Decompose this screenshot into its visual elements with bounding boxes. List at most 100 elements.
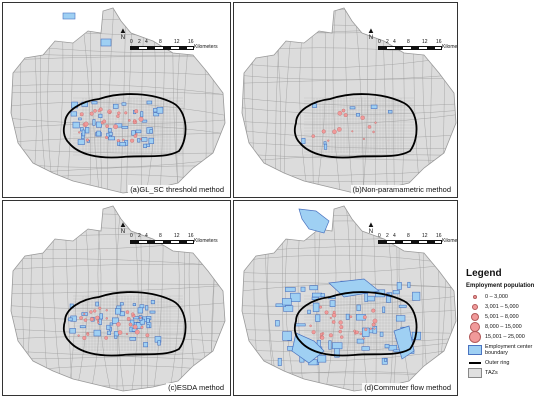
employment-dot <box>372 318 378 324</box>
employment-dot <box>320 335 325 340</box>
north-arrow: ▲ N <box>367 220 375 236</box>
map-a <box>10 7 226 194</box>
employment-dot <box>97 321 100 324</box>
north-arrow-icon: ▲ <box>119 26 127 35</box>
legend-subtitle: Employment population <box>466 283 535 289</box>
dot-icon <box>469 331 481 343</box>
employment-center-patch <box>143 143 147 148</box>
employment-dot <box>83 312 86 315</box>
employment-center-patch <box>139 318 145 325</box>
employment-dots <box>77 306 150 340</box>
employment-center-patch <box>329 300 336 307</box>
employment-dot <box>332 129 337 134</box>
employment-dot <box>355 330 359 335</box>
employment-dot <box>133 119 137 123</box>
employment-center-patch <box>139 304 145 309</box>
employment-dot <box>324 310 329 315</box>
employment-dot <box>117 111 121 115</box>
employment-dot <box>122 138 125 141</box>
employment-center-patch <box>98 318 102 326</box>
employment-center-patch <box>109 322 114 326</box>
employment-dot <box>339 325 344 330</box>
employment-dot <box>105 124 109 128</box>
employment-dot <box>97 109 101 113</box>
employment-dots <box>78 107 144 143</box>
employment-center-patch <box>398 304 407 308</box>
employment-center-patch <box>96 130 101 137</box>
scale-unit: Kilometers <box>194 238 218 244</box>
north-arrow: ▲ N <box>367 26 375 42</box>
panel-title: (d)Commuter flow method <box>362 383 453 392</box>
employment-dot <box>139 316 142 319</box>
employment-dot <box>145 333 150 338</box>
employment-dot <box>134 109 139 114</box>
employment-dot <box>329 317 332 319</box>
employment-center-patch <box>129 337 137 341</box>
employment-dot <box>132 324 138 330</box>
employment-center-patch <box>113 103 119 109</box>
employment-dot <box>338 320 343 325</box>
employment-dot <box>102 119 107 124</box>
employment-center-patch <box>356 338 365 344</box>
employment-dot <box>327 139 330 142</box>
outer-ring <box>293 291 418 357</box>
employment-centers <box>301 103 393 150</box>
employment-center-patch <box>370 104 378 109</box>
employment-dot <box>364 328 368 332</box>
employment-center-patch <box>275 320 280 327</box>
employment-center-patch <box>392 290 400 295</box>
legend-class-5: 15,001 – 25,000 <box>468 331 550 343</box>
employment-dot <box>79 316 83 320</box>
employment-dot <box>331 313 337 318</box>
employment-center-patch <box>92 119 96 126</box>
outer-ring <box>62 93 187 159</box>
employment-dot <box>77 334 80 337</box>
employment-dot <box>86 332 90 336</box>
employment-center-patch <box>356 113 360 117</box>
taz-layer <box>10 205 226 392</box>
employment-center-patch <box>79 325 86 329</box>
employment-dot <box>105 309 108 312</box>
employment-dot <box>128 322 133 327</box>
employment-center-patch <box>68 317 73 322</box>
employment-center-patch <box>62 12 76 20</box>
employment-center-patch <box>98 113 103 118</box>
employment-center-patch <box>95 301 99 307</box>
employment-dot <box>89 111 94 116</box>
employment-center-patch <box>320 293 325 298</box>
employment-dot <box>82 335 87 340</box>
panel-title: (c)ESDA method <box>166 383 226 392</box>
employment-center-patch <box>146 100 153 105</box>
study-area <box>10 7 226 194</box>
employment-dot <box>349 315 353 319</box>
employment-dot <box>98 306 102 310</box>
employment-center-patch <box>153 112 160 117</box>
employment-dot <box>343 113 348 118</box>
employment-center-patch <box>312 302 320 312</box>
employment-center-patch <box>379 331 384 337</box>
employment-dot <box>78 131 81 134</box>
employment-dot <box>337 127 342 132</box>
employment-dot <box>340 335 344 339</box>
employment-center-patch <box>91 101 98 105</box>
employment-dot <box>362 315 367 320</box>
employment-center-patch <box>111 317 119 324</box>
employment-center-patch <box>85 127 90 134</box>
employment-dot <box>89 310 93 314</box>
employment-center-patch <box>311 292 322 298</box>
employment-center-patch <box>115 308 121 315</box>
employment-dot <box>309 324 312 328</box>
employment-center-patch <box>81 129 86 137</box>
employment-dot <box>96 319 99 322</box>
employment-center-patch <box>412 291 421 301</box>
taz-swatch <box>468 368 482 378</box>
employment-center-patch <box>382 306 386 313</box>
employment-dot <box>371 322 376 327</box>
employment-center-patch <box>132 303 136 307</box>
employment-dot <box>93 109 97 113</box>
employment-dot <box>311 134 315 138</box>
employment-center-patch <box>285 287 296 292</box>
employment-center-patch <box>69 328 76 334</box>
